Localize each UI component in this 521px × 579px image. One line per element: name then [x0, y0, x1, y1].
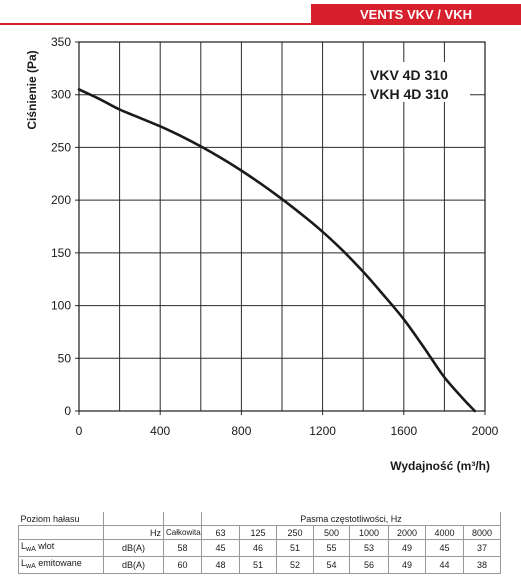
- band-header: 250: [276, 525, 314, 540]
- y-tick-label: 150: [51, 246, 71, 260]
- brand-rule: [0, 23, 521, 25]
- x-tick-label: 2000: [472, 424, 499, 438]
- band-header: 63: [201, 525, 240, 540]
- chart-curve-group: [77, 88, 477, 413]
- row-label: LwA emitowane: [18, 556, 104, 574]
- row-unit: dB(A): [103, 539, 164, 557]
- brand-label: VENTS VKV / VKH: [311, 4, 521, 25]
- total-header: Całkowita: [163, 525, 202, 540]
- empty-cell: [163, 512, 202, 526]
- frequency-title: Pasma częstotliwości, Hz: [200, 512, 502, 526]
- y-tick-label: 250: [51, 140, 71, 154]
- table-row: LwA wlot dB(A) 58 45 46 51 55 53 49 45 37: [18, 539, 502, 557]
- x-tick-label: 1600: [390, 424, 417, 438]
- band-value: 46: [239, 539, 277, 557]
- band-value: 49: [388, 556, 426, 574]
- band-header: 500: [313, 525, 350, 540]
- model-label-background: [366, 62, 470, 102]
- band-value: 54: [313, 556, 350, 574]
- band-header: 4000: [425, 525, 464, 540]
- row-total: 60: [163, 556, 202, 574]
- band-header: 8000: [462, 525, 502, 540]
- band-value: 48: [201, 556, 240, 574]
- band-value: 49: [388, 539, 426, 557]
- y-axis-label: Ciśnienie (Pa): [25, 50, 39, 129]
- pressure-chart: 0 50 100 150 200 250 300 350 0 400 800 1200 1600 2000…: [25, 35, 499, 473]
- band-value: 55: [313, 539, 350, 557]
- band-value: 53: [349, 539, 389, 557]
- band-header: 125: [239, 525, 277, 540]
- row-unit: dB(A): [103, 556, 164, 574]
- band-header: 1000: [349, 525, 389, 540]
- x-tick-label: 400: [150, 424, 170, 438]
- row-total: 58: [163, 539, 202, 557]
- chart-grid: [75, 41, 486, 415]
- table-row: LwA emitowane dB(A) 60 48 51 52 54 56 49 44 38: [18, 556, 502, 574]
- x-tick-label: 0: [76, 424, 83, 438]
- x-axis-label: Wydajność (m³/h): [390, 459, 490, 473]
- y-tick-label: 300: [51, 88, 71, 102]
- empty-cell: [103, 512, 164, 526]
- table-title-row: Poziom hałasu Pasma częstotliwości, Hz: [18, 512, 502, 526]
- model-label-2: VKH 4D 310: [370, 86, 449, 102]
- band-value: 45: [201, 539, 240, 557]
- band-value: 38: [462, 556, 502, 574]
- x-tick-label: 800: [231, 424, 251, 438]
- y-tick-label: 0: [64, 404, 71, 418]
- band-value: 51: [276, 539, 314, 557]
- band-value: 37: [462, 539, 502, 557]
- band-value: 45: [425, 539, 464, 557]
- band-value: 44: [425, 556, 464, 574]
- x-tick-label: 1200: [309, 424, 336, 438]
- band-value: 56: [349, 556, 389, 574]
- chart-labels: Ciśnienie (Pa) Wydajność (m³/h) VKV 4D 3…: [25, 50, 490, 473]
- y-tick-label: 200: [51, 193, 71, 207]
- noise-title: Poziom hałasu: [18, 512, 104, 526]
- brand-header: VENTS VKV / VKH: [0, 4, 521, 26]
- chart-tick-labels: 0 50 100 150 200 250 300 350 0 400 800 1200 1600 2000: [51, 35, 499, 438]
- row-label: LwA wlot: [18, 539, 104, 557]
- y-tick-label: 50: [58, 351, 72, 365]
- band-value: 51: [239, 556, 277, 574]
- band-header: 2000: [388, 525, 426, 540]
- noise-level-table: Poziom hałasu Pasma częstotliwości, Hz H…: [18, 512, 502, 574]
- y-tick-label: 350: [51, 35, 71, 49]
- band-value: 52: [276, 556, 314, 574]
- unit-header: Hz: [103, 525, 164, 540]
- model-label-1: VKV 4D 310: [370, 67, 448, 83]
- plot-frame: [78, 41, 486, 412]
- fan-curve-line: [77, 88, 477, 413]
- y-tick-label: 100: [51, 299, 71, 313]
- empty-cell: [18, 525, 104, 540]
- table-header-row: Hz Całkowita 63 125 250 500 1000 2000 4000 8000: [18, 525, 502, 540]
